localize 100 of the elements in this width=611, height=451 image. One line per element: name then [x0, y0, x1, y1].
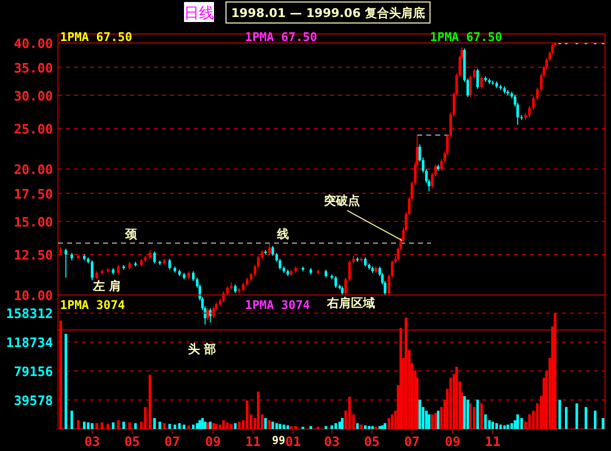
- bar: [564, 407, 568, 429]
- bar: [436, 410, 440, 429]
- bar: [330, 425, 334, 429]
- annotation: 1PMA 67.50: [245, 30, 318, 44]
- x-tick-label: 03: [84, 435, 100, 450]
- bar: [554, 313, 556, 429]
- bar: [463, 396, 466, 429]
- bar: [338, 422, 342, 429]
- annotation: 1PMA 67.50: [60, 30, 132, 44]
- bar: [204, 422, 206, 429]
- candlestick: [334, 276, 338, 288]
- bar: [469, 403, 472, 429]
- candlestick: [348, 260, 351, 282]
- annotation: 颈: [124, 227, 138, 241]
- bar: [100, 422, 104, 429]
- bar: [364, 425, 367, 429]
- bar: [168, 424, 171, 429]
- bar: [238, 422, 241, 429]
- bar: [59, 320, 62, 429]
- bar: [234, 423, 237, 429]
- bar: [275, 423, 278, 429]
- bar: [134, 423, 137, 429]
- candlestick: [117, 264, 120, 275]
- y-tick-label: 40.00: [14, 37, 54, 52]
- annotation: 1PMA 3074: [245, 298, 310, 312]
- bar: [198, 420, 202, 429]
- bar: [187, 425, 190, 429]
- bar: [503, 425, 506, 429]
- y-tick-label: 35.00: [14, 61, 54, 76]
- annotation: 1PMA 67.50: [430, 30, 502, 44]
- bar: [480, 403, 483, 429]
- bar: [148, 374, 152, 429]
- bar: [290, 426, 292, 429]
- bar: [476, 400, 479, 429]
- x-tick-label: 11: [245, 435, 262, 450]
- candlestick: [476, 68, 479, 90]
- y-tick-label: 158312: [6, 307, 53, 322]
- candlestick: [222, 290, 225, 303]
- x-tick-label: 01: [285, 435, 302, 450]
- bar: [399, 328, 402, 429]
- bar: [506, 424, 510, 429]
- candlestick: [528, 105, 531, 118]
- x-tick-label: 03: [324, 435, 340, 450]
- bar: [341, 418, 344, 429]
- bar: [82, 422, 86, 429]
- bar: [282, 424, 286, 429]
- candlestick: [536, 87, 539, 101]
- candlestick: [153, 251, 156, 264]
- candlestick: [469, 74, 472, 98]
- candlestick: [206, 308, 210, 321]
- bar: [528, 414, 531, 429]
- candlestick: [344, 277, 347, 296]
- candlestick: [64, 248, 68, 278]
- x-tick-label: 05: [364, 435, 380, 450]
- bar: [206, 422, 210, 429]
- bar: [381, 425, 384, 429]
- bar: [268, 420, 271, 429]
- bar: [434, 412, 437, 429]
- y-tick-label: 12.50: [14, 248, 54, 264]
- bar: [594, 410, 596, 429]
- x-tick-label: 05: [124, 435, 140, 450]
- text: 99: [272, 434, 286, 447]
- bar: [158, 422, 162, 429]
- bar: [602, 418, 604, 429]
- y-tick-label: 25.00: [14, 122, 54, 138]
- bar: [153, 418, 156, 429]
- bar: [222, 420, 225, 429]
- candlestick: [271, 245, 274, 256]
- y-tick-label: 30.00: [14, 89, 54, 104]
- bar: [334, 423, 338, 429]
- bar: [174, 424, 176, 429]
- candlestick: [90, 260, 94, 281]
- x-tick-label: 07: [164, 435, 180, 450]
- annotation: 1PMA 3074: [60, 298, 126, 312]
- bar: [368, 426, 371, 429]
- bar: [499, 424, 502, 429]
- y-tick-label: 17.50: [14, 187, 54, 202]
- bar: [278, 424, 282, 429]
- bar: [520, 418, 523, 429]
- bar: [64, 334, 68, 429]
- annotation: 左 肩: [92, 279, 122, 293]
- bar: [575, 403, 578, 429]
- bar: [178, 423, 181, 429]
- bar: [214, 424, 218, 429]
- y-tick-label: 79156: [14, 365, 54, 380]
- bar: [584, 407, 588, 429]
- candlestick: [364, 256, 367, 267]
- bar: [466, 400, 470, 429]
- x-tick-label: 07: [404, 435, 420, 450]
- bar: [226, 422, 229, 429]
- bar: [212, 423, 215, 429]
- bar: [425, 410, 428, 429]
- candlestick: [473, 68, 476, 80]
- bar: [348, 396, 351, 429]
- bar: [286, 425, 290, 429]
- bar: [356, 423, 359, 429]
- annotation: 线: [276, 227, 289, 241]
- y-tick-label: 15.00: [14, 215, 54, 230]
- bar: [144, 407, 147, 429]
- y-tick-label: 39578: [14, 394, 54, 410]
